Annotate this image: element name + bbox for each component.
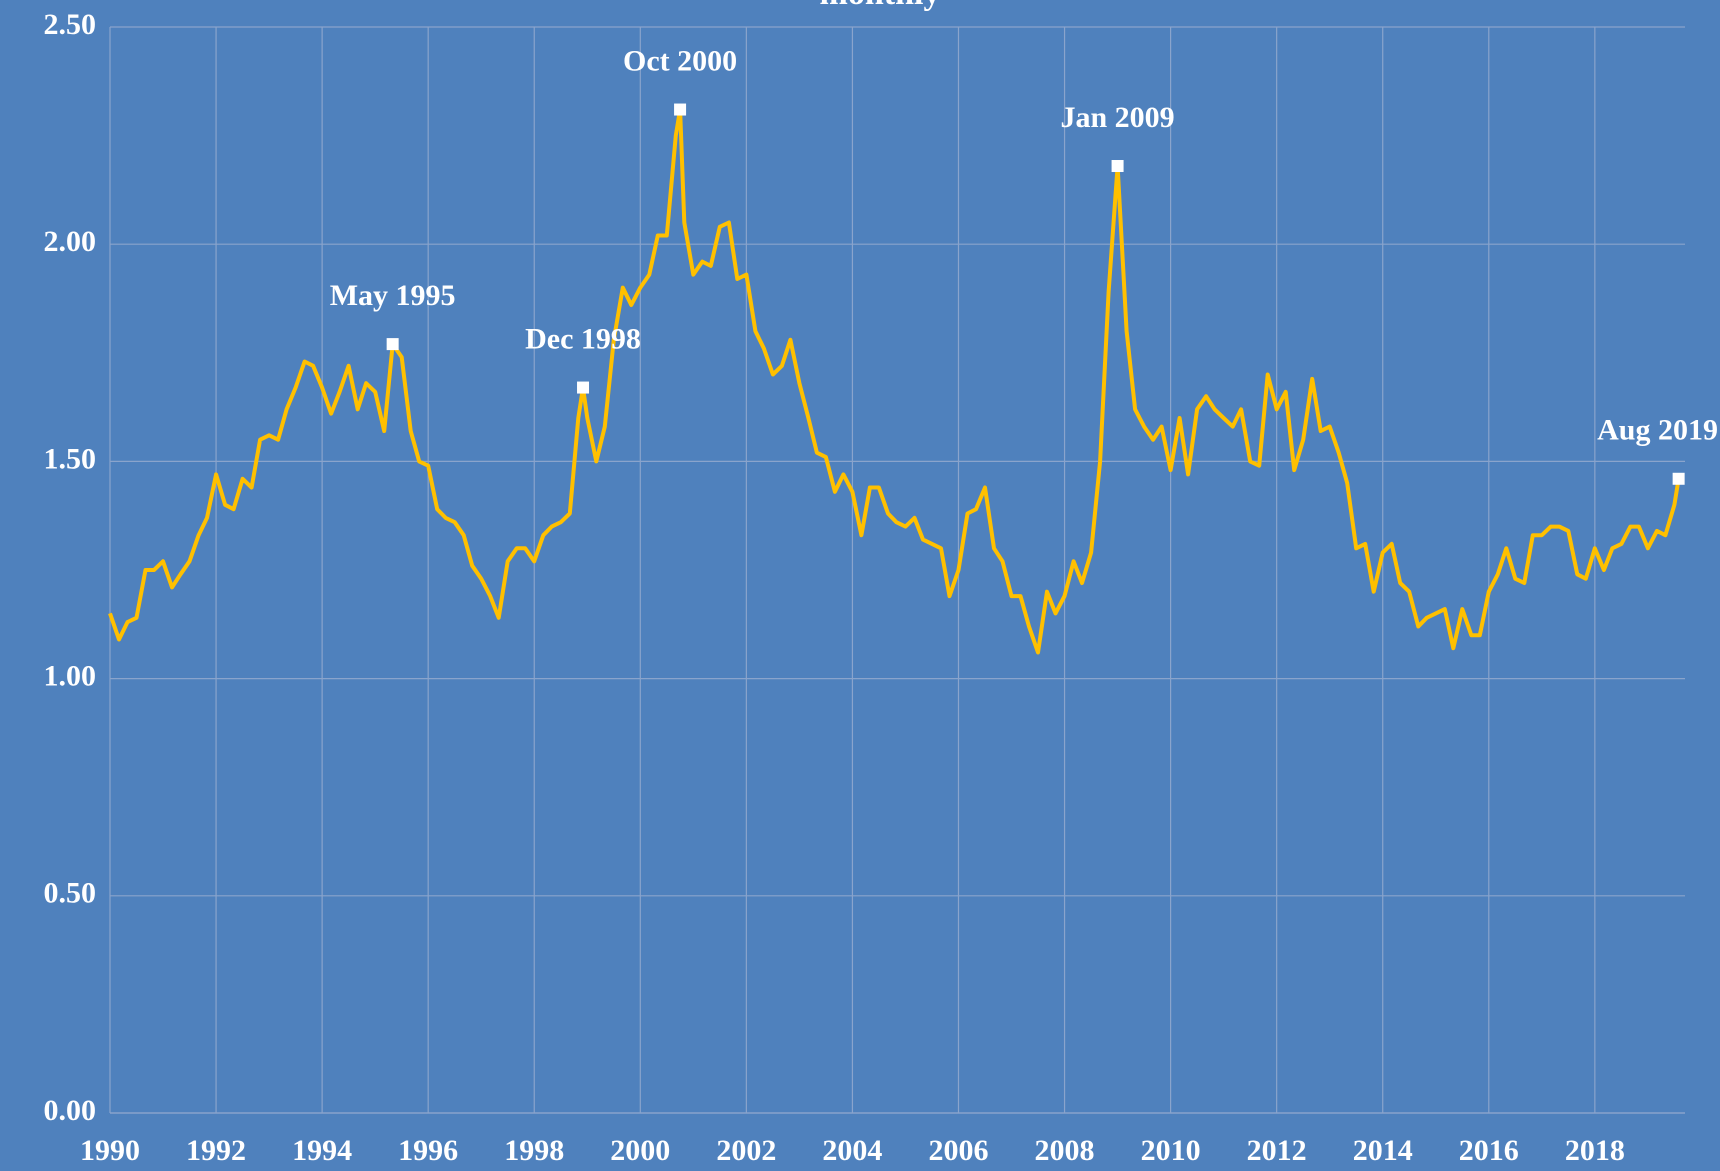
chart-title: monthly: [820, 0, 941, 12]
x-tick-label: 2006: [928, 1134, 988, 1167]
x-tick-label: 2000: [610, 1134, 670, 1167]
x-tick-label: 2012: [1247, 1134, 1307, 1167]
x-tick-label: 1994: [292, 1134, 352, 1167]
annotation-label: Dec 1998: [525, 322, 641, 355]
x-tick-label: 2008: [1035, 1134, 1095, 1167]
data-line: [108, 107, 1681, 655]
y-tick-label: 1.50: [44, 442, 97, 475]
annotation-label: Jan 2009: [1060, 101, 1174, 134]
x-tick-label: 1996: [398, 1134, 458, 1167]
annotation-label: May 1995: [330, 279, 456, 312]
annotation-marker: [1672, 472, 1685, 485]
annotation-marker: [1111, 160, 1124, 173]
annotation-marker: [577, 381, 590, 394]
annotation-marker: [386, 338, 399, 351]
x-tick-label: 2016: [1459, 1134, 1519, 1167]
y-tick-label: 1.00: [44, 659, 97, 692]
x-tick-label: 2018: [1565, 1134, 1625, 1167]
x-tick-label: 1998: [504, 1134, 564, 1167]
y-tick-label: 0.00: [44, 1094, 97, 1127]
x-tick-label: 2010: [1141, 1134, 1201, 1167]
x-tick-label: 2014: [1353, 1134, 1413, 1167]
x-tick-label: 2002: [716, 1134, 776, 1167]
y-tick-label: 2.00: [44, 225, 97, 258]
annotation-marker: [674, 103, 687, 116]
x-tick-label: 2004: [822, 1134, 882, 1167]
y-tick-label: 2.50: [44, 8, 97, 41]
y-tick-label: 0.50: [44, 877, 97, 910]
x-tick-label: 1990: [80, 1134, 140, 1167]
x-tick-label: 1992: [186, 1134, 246, 1167]
annotation-label: Oct 2000: [623, 44, 737, 77]
annotation-label: Aug 2019: [1597, 414, 1718, 447]
